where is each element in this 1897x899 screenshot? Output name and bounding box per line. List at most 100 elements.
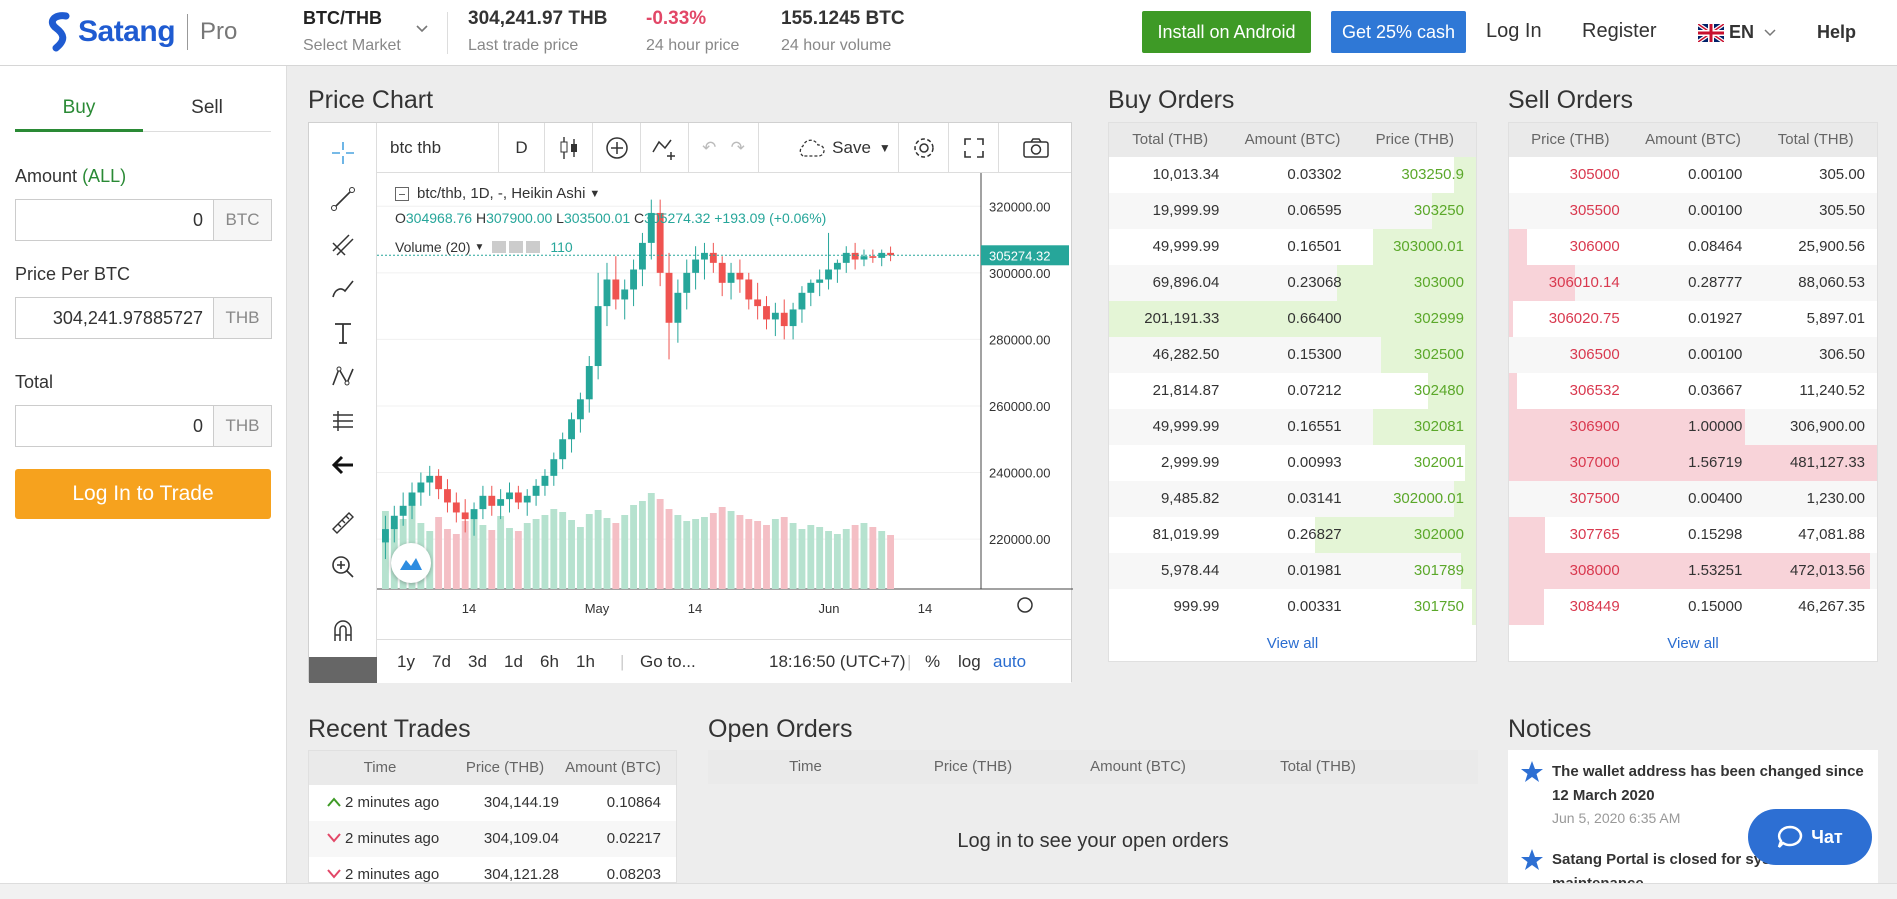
buy-order-row[interactable]: 19,999.99 0.06595 303250 <box>1109 193 1476 229</box>
order-cell: 302480 <box>1413 382 1464 399</box>
legend-title[interactable]: btc/thb, 1D, -, Heikin Ashi <box>417 185 586 202</box>
collapse-legend-icon[interactable] <box>395 186 409 201</box>
settings-gear-icon[interactable] <box>899 123 949 173</box>
language-selector[interactable]: EN <box>1698 22 1776 43</box>
back-arrow-icon[interactable] <box>329 451 357 479</box>
range-6h[interactable]: 6h <box>540 652 559 671</box>
sell-order-row[interactable]: 308449 0.15000 46,267.35 <box>1509 589 1877 625</box>
buy-order-row[interactable]: 69,896.04 0.23068 303000 <box>1109 265 1476 301</box>
buy-order-row[interactable]: 9,485.82 0.03141 302000.01 <box>1109 481 1476 517</box>
volume-indicator-label[interactable]: Volume (20) <box>395 239 471 255</box>
buy-order-row[interactable]: 21,814.87 0.07212 302480 <box>1109 373 1476 409</box>
login-to-trade-button[interactable]: Log In to Trade <box>15 469 271 519</box>
sell-order-row[interactable]: 305500 0.00100 305.50 <box>1509 193 1877 229</box>
sell-order-row[interactable]: 307765 0.15298 47,081.88 <box>1509 517 1877 553</box>
candle-type-icon[interactable] <box>545 123 593 173</box>
order-cell: 308000 <box>1569 562 1620 579</box>
buy-order-row[interactable]: 201,191.33 0.66400 302999 <box>1109 301 1476 337</box>
notice-item[interactable]: The wallet address has been changed sinc… <box>1508 760 1878 826</box>
compare-icon[interactable] <box>641 123 689 173</box>
save-button[interactable]: Save ▼ <box>789 123 899 173</box>
total-field[interactable]: 0 THB <box>15 405 272 447</box>
sell-order-row[interactable]: 305000 0.00100 305.00 <box>1509 157 1877 193</box>
buy-order-row[interactable]: 999.99 0.00331 301750 <box>1109 589 1476 625</box>
sell-order-row[interactable]: 307500 0.00400 1,230.00 <box>1509 481 1877 517</box>
chat-button[interactable]: Чат <box>1748 809 1872 865</box>
undo-redo[interactable]: ↶ ↷ <box>689 123 759 173</box>
market-selector[interactable]: BTC/THB Select Market <box>303 8 401 55</box>
help-link[interactable]: Help <box>1817 22 1857 42</box>
pattern-icon[interactable] <box>329 363 357 391</box>
interval-button[interactable]: D <box>499 123 545 173</box>
buy-order-row[interactable]: 49,999.99 0.16551 302081 <box>1109 409 1476 445</box>
buy-order-row[interactable]: 81,019.99 0.26827 302000 <box>1109 517 1476 553</box>
close-icon[interactable] <box>526 241 541 253</box>
fib-tool-icon[interactable] <box>329 231 357 259</box>
notice-item[interactable]: Satang Portal is closed for system maint… <box>1508 848 1878 883</box>
x-tick-label: 14 <box>462 601 476 616</box>
symbol-search[interactable]: btc thb <box>377 123 499 173</box>
redo-icon[interactable]: ↷ <box>730 138 745 157</box>
fullscreen-icon[interactable] <box>949 123 999 173</box>
range-7d[interactable]: 7d <box>432 652 451 671</box>
range-3d[interactable]: 3d <box>468 652 487 671</box>
buy-order-row[interactable]: 49,999.99 0.16501 303000.01 <box>1109 229 1476 265</box>
text-icon[interactable] <box>329 319 357 347</box>
camera-icon[interactable] <box>999 123 1073 173</box>
undo-icon[interactable]: ↶ <box>702 138 717 157</box>
buy-order-row[interactable]: 5,978.44 0.01981 301789 <box>1109 553 1476 589</box>
buy-view-all-link[interactable]: View all <box>1266 635 1319 652</box>
trade-price: 304,144.19 <box>483 794 559 811</box>
prediction-icon[interactable] <box>329 407 357 435</box>
goto-button[interactable]: Go to... <box>640 652 696 671</box>
crosshair-icon[interactable] <box>329 139 357 167</box>
amount-all-link[interactable]: (ALL) <box>82 166 127 186</box>
tradingview-logo-icon[interactable] <box>391 543 431 583</box>
sell-view-all-link[interactable]: View all <box>1667 635 1719 652</box>
sell-order-row[interactable]: 306010.14 0.28777 88,060.53 <box>1509 265 1877 301</box>
total-input[interactable]: 0 <box>192 416 203 436</box>
magnet-icon[interactable] <box>329 617 357 645</box>
buy-order-row[interactable]: 10,013.34 0.03302 303250.9 <box>1109 157 1476 193</box>
tab-buy[interactable]: Buy <box>15 88 143 132</box>
auto-toggle[interactable]: auto <box>993 652 1027 671</box>
order-cell: 201,191.33 <box>1144 310 1220 327</box>
buy-order-row[interactable]: 2,999.99 0.00993 302001 <box>1109 445 1476 481</box>
sell-order-row[interactable]: 306000 0.08464 25,900.56 <box>1509 229 1877 265</box>
get-cash-button[interactable]: Get 25% cash <box>1331 11 1466 53</box>
sell-order-row[interactable]: 306500 0.00100 306.50 <box>1509 337 1877 373</box>
price-input[interactable]: 304,241.97885727 <box>52 308 203 328</box>
price-field[interactable]: 304,241.97885727 THB <box>15 297 272 339</box>
sell-order-row[interactable]: 306020.75 0.01927 5,897.01 <box>1509 301 1877 337</box>
eye-icon[interactable] <box>492 241 507 253</box>
range-1d[interactable]: 1d <box>504 652 523 671</box>
buy-order-row[interactable]: 46,282.50 0.15300 302500 <box>1109 337 1476 373</box>
range-1y[interactable]: 1y <box>397 652 415 671</box>
chevron-down-icon[interactable] <box>415 24 429 34</box>
percent-toggle[interactable]: % <box>925 652 941 671</box>
volume-bar <box>576 527 584 589</box>
sell-order-row[interactable]: 306900 1.00000 306,900.00 <box>1509 409 1877 445</box>
gear-icon[interactable] <box>509 241 524 253</box>
horizontal-scrollbar[interactable] <box>0 883 1897 899</box>
indicators-icon[interactable] <box>593 123 641 173</box>
trend-line-icon[interactable] <box>329 185 357 213</box>
install-android-button[interactable]: Install on Android <box>1142 11 1311 53</box>
sell-order-row[interactable]: 307000 1.56719 481,127.33 <box>1509 445 1877 481</box>
log-toggle[interactable]: log <box>958 652 981 671</box>
brush-icon[interactable] <box>329 275 357 303</box>
volume-bar <box>585 514 593 589</box>
sell-order-row[interactable]: 306532 0.03667 11,240.52 <box>1509 373 1877 409</box>
zoom-icon[interactable] <box>329 553 357 581</box>
sell-order-row[interactable]: 308000 1.53251 472,013.56 <box>1509 553 1877 589</box>
tab-sell[interactable]: Sell <box>191 97 223 118</box>
register-link[interactable]: Register <box>1582 20 1657 42</box>
order-cell: 472,013.56 <box>1789 562 1866 579</box>
amount-field[interactable]: 0 BTC <box>15 199 272 241</box>
ruler-icon[interactable] <box>329 509 357 537</box>
amount-input[interactable]: 0 <box>192 210 203 230</box>
range-1h[interactable]: 1h <box>576 652 595 671</box>
login-link[interactable]: Log In <box>1486 20 1542 42</box>
logo[interactable]: Satang Pro <box>46 12 237 52</box>
toolbar-collapse[interactable] <box>309 657 377 683</box>
